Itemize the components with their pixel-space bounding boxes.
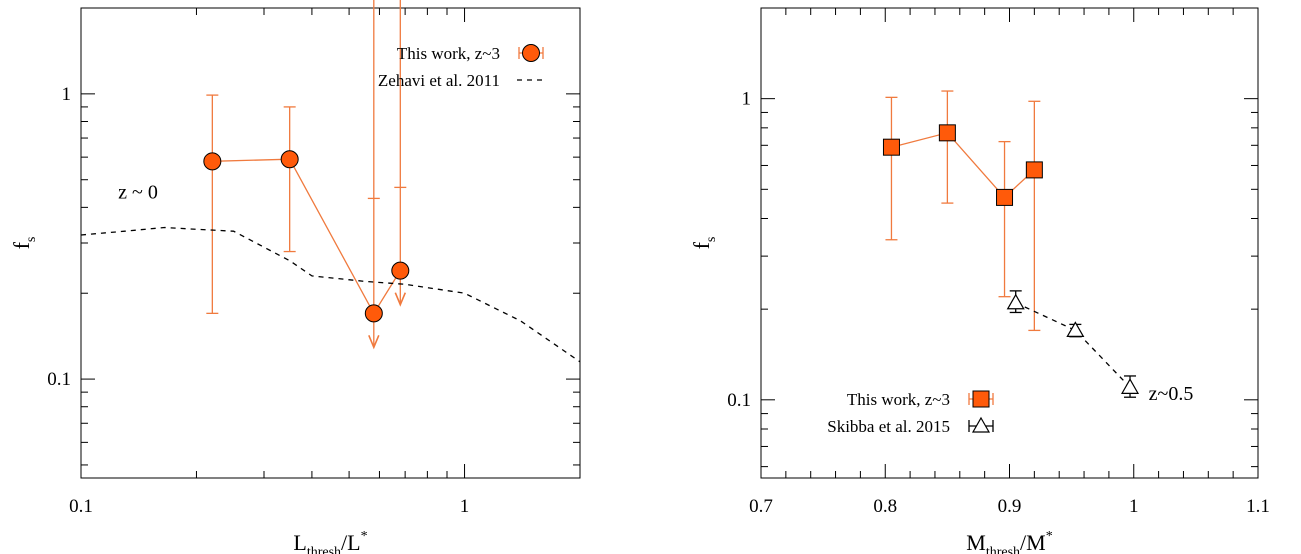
data-point: [996, 188, 1014, 206]
plot-frame: [760, 7, 1259, 479]
series-this-work-z-3: [203, 0, 410, 350]
x-tick-label: 1: [1129, 496, 1139, 517]
y-tick-label: 1: [742, 89, 752, 110]
annotation-label: z~0.5: [1149, 383, 1194, 405]
chart-left: 0.1 1 0.1 1 Lthresh/L* fs z ~ 0 This work, z~3 Z…: [9, 0, 581, 554]
series-line: [80, 226, 581, 363]
series-zehavi-et-al-2011: [80, 226, 581, 363]
y-tick-label: 0.1: [727, 390, 751, 411]
x-axis-title: Mthresh/M*: [966, 529, 1052, 554]
series-this-work-z-3: [882, 90, 1043, 332]
data-point: [1006, 293, 1025, 310]
data-point: [938, 124, 956, 142]
chart-right: 0.1 1 0.7 0.8 0.9 1 1.1 Mthresh/M* fs z~0.5 This w…: [689, 7, 1270, 554]
series-line: [212, 158, 401, 315]
legend-label: This work, z~3: [397, 44, 500, 63]
x-axis-title-rest: /L: [341, 530, 361, 554]
data-point: [882, 138, 900, 156]
data-point: [391, 261, 410, 280]
legend-label: Zehavi et al. 2011: [378, 71, 500, 90]
legend-symbol: [972, 390, 990, 408]
annotation-label: z ~ 0: [118, 181, 158, 203]
x-tick-label: 0.1: [69, 496, 93, 517]
y-axis-title: fs: [689, 237, 719, 250]
legend: This work, z~3 Zehavi et al. 2011: [378, 44, 545, 90]
series-line: [891, 132, 1035, 199]
legend: This work, z~3 Skibba et al. 2015: [827, 390, 994, 436]
plot-frame: [80, 7, 581, 479]
data-point: [364, 304, 383, 323]
series-skibba-et-al-2015: [1006, 290, 1140, 398]
data-point: [1066, 321, 1085, 338]
data-point: [280, 150, 299, 169]
y-axis-title-main: f: [9, 241, 34, 249]
x-tick-label: 0.7: [749, 496, 773, 517]
legend-label: Skibba et al. 2015: [827, 417, 950, 436]
y-axis-title-main: f: [689, 241, 714, 249]
y-tick-label: 1: [62, 84, 72, 105]
x-axis-title-rest: /M: [1020, 530, 1046, 554]
x-axis-title: Lthresh/L*: [293, 529, 367, 554]
legend-label: This work, z~3: [847, 390, 950, 409]
y-tick-label: 0.1: [47, 369, 71, 390]
x-axis-title-main: L: [293, 530, 306, 554]
x-axis-title-main: M: [966, 530, 986, 554]
series-line: [1015, 302, 1131, 388]
upper-limit-arrow: [368, 335, 380, 350]
x-tick-label: 1: [460, 496, 470, 517]
y-axis-title: fs: [9, 237, 39, 250]
y-axis-title-sub: s: [24, 237, 39, 242]
data-point: [1120, 378, 1140, 394]
x-axis-title-sup: *: [1046, 529, 1053, 544]
x-axis-title-sup: *: [361, 529, 368, 544]
legend-symbol: [522, 44, 540, 62]
y-axis-title-sub: s: [704, 237, 719, 242]
x-tick-label: 1.1: [1246, 496, 1270, 517]
x-tick-label: 0.8: [873, 496, 897, 517]
x-axis-title-sub: thresh: [986, 545, 1020, 554]
data-point: [1025, 161, 1043, 179]
x-tick-label: 0.9: [998, 496, 1022, 517]
x-axis-title-sub: thresh: [307, 545, 341, 554]
data-point: [203, 152, 222, 171]
legend-symbol: [971, 416, 991, 433]
upper-limit-arrow: [394, 292, 407, 307]
